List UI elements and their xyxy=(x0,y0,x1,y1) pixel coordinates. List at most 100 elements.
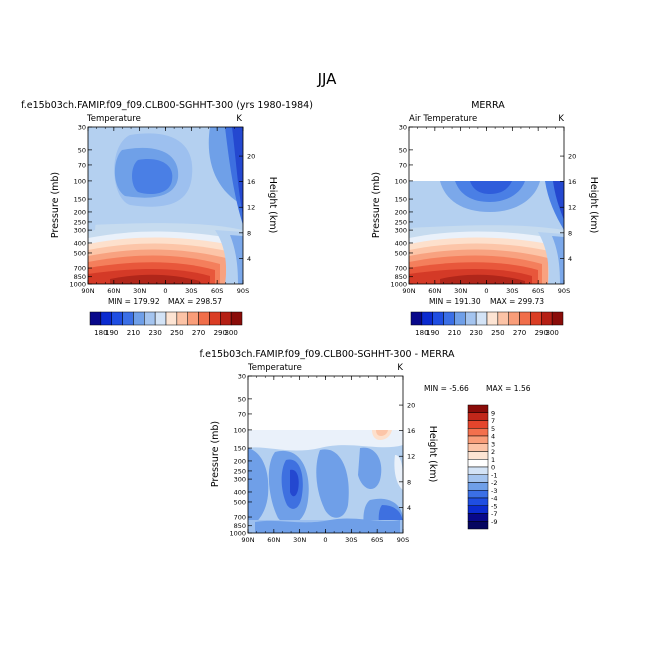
panel-model-lat-label: 30S xyxy=(185,287,197,295)
panel-merra-colorbar-swatch xyxy=(519,311,531,326)
panel-merra-variable: Air Temperature xyxy=(409,114,477,124)
panel-model-lat-label: 30N xyxy=(133,287,146,295)
panel-model-colorbar-swatch xyxy=(176,311,188,326)
panel-merra-htick-label: 4 xyxy=(568,255,572,263)
panel-difference-colorbar-label: 5 xyxy=(491,425,495,433)
panel-difference-lat-label: 0 xyxy=(323,536,327,544)
panel-merra-lat-label: 90S xyxy=(558,287,570,295)
panel-merra-colorbar-swatch xyxy=(421,311,433,326)
panel-merra-title: MERRA xyxy=(471,100,505,111)
panel-merra-htick-label: 16 xyxy=(568,178,576,186)
panel-model-ptick-label: 400 xyxy=(74,239,86,247)
panel-model-colorbar-swatch xyxy=(111,311,123,326)
panel-merra-max: MAX = 299.73 xyxy=(490,297,544,306)
panel-merra-ptick-label: 70 xyxy=(399,161,407,169)
panel-difference-htick-label: 20 xyxy=(407,402,415,410)
panel-merra-lat-label: 30N xyxy=(454,287,467,295)
panel-difference-colorbar-label: -3 xyxy=(491,487,497,495)
panel-model-colorbar-label: 300 xyxy=(224,329,237,337)
panel-difference-colorbar-label: 3 xyxy=(491,440,495,448)
panel-merra-ptick-label: 500 xyxy=(395,249,407,257)
panel-merra-colorbar-label: 250 xyxy=(491,329,504,337)
panel-model-lat-label: 60N xyxy=(107,287,120,295)
panel-merra-colorbar-swatch xyxy=(541,311,553,326)
panel-model-ptick-label: 30 xyxy=(78,124,86,132)
panel-difference-colorbar-label: 7 xyxy=(491,417,495,425)
panel-merra-colorbar-swatch xyxy=(551,311,564,326)
panel-difference-ptick-label: 200 xyxy=(234,457,246,465)
panel-model-ptick-label: 300 xyxy=(74,227,86,235)
panel-difference-title: f.e15b03ch.FAMIP.f09_f09.CLB00-SGHHT-300… xyxy=(199,349,455,360)
panel-difference-colorbar-label: -1 xyxy=(491,471,497,479)
panel-model-min: MIN = 179.92 xyxy=(108,297,160,306)
panel-merra-ptick-label: 200 xyxy=(395,208,407,216)
panel-difference-ptick-label: 300 xyxy=(234,476,246,484)
panel-difference-ptick-label: 150 xyxy=(234,445,246,453)
panel-difference-colorbar-swatch xyxy=(467,521,489,530)
panel-model-ptick-label: 200 xyxy=(74,208,86,216)
panel-merra-ptick-label: 100 xyxy=(395,177,407,185)
panel-merra-colorbar-swatch xyxy=(497,311,509,326)
panel-model-colorbar-label: 190 xyxy=(105,329,118,337)
panel-merra-lat-label: 60N xyxy=(428,287,441,295)
panel-model-units: K xyxy=(236,114,242,124)
panel-model-colorbar-swatch xyxy=(165,311,178,326)
panel-model-ptick-label: 70 xyxy=(78,161,86,169)
panel-difference-field xyxy=(248,430,403,533)
panel-model-ylabel: Pressure (mb) xyxy=(50,172,61,238)
panel-model-colorbar-label: 180 xyxy=(94,329,107,337)
panel-difference-ptick-label: 500 xyxy=(234,498,246,506)
panel-difference-y2label: Height (km) xyxy=(427,426,438,483)
panel-merra-colorbar-swatch xyxy=(432,311,444,326)
panel-model-colorbar-label: 210 xyxy=(127,329,140,337)
panel-merra-ptick-label: 1000 xyxy=(390,281,407,289)
panel-model-colorbar-swatch xyxy=(122,311,134,326)
panel-difference-lat-label: 30S xyxy=(345,536,357,544)
panel-model-colorbar-label: 250 xyxy=(170,329,183,337)
panel-merra-ylabel: Pressure (mb) xyxy=(371,172,382,238)
panel-merra-ptick-label: 50 xyxy=(399,146,407,154)
panel-difference-lat-label: 90S xyxy=(397,536,409,544)
panel-model-htick-label: 12 xyxy=(247,204,255,212)
panel-merra-colorbar-label: 210 xyxy=(448,329,461,337)
panel-merra: MERRA Air Temperature K Pressure (mb) xyxy=(371,100,599,337)
panel-merra-colorbar-label: 230 xyxy=(469,329,482,337)
panel-model-colorbar-swatch xyxy=(154,311,167,326)
panel-model: f.e15b03ch.FAMIP.f09_f09.CLB00-SGHHT-300… xyxy=(21,100,313,337)
panel-merra-ptick-label: 300 xyxy=(395,227,407,235)
panel-difference-colorbar-label: 2 xyxy=(491,448,495,456)
panel-merra-min: MIN = 191.30 xyxy=(429,297,481,306)
panel-difference-colorbar-swatch xyxy=(467,420,489,429)
panel-model-variable: Temperature xyxy=(86,114,141,124)
panel-model-colorbar-swatch xyxy=(100,311,112,326)
panel-difference-colorbar-swatch xyxy=(467,435,489,444)
panel-model-lat-label: 60S xyxy=(211,287,223,295)
panel-difference-lat-label: 60S xyxy=(371,536,383,544)
panel-merra-ptick-label: 250 xyxy=(395,218,407,226)
panel-difference-colorbar-swatch xyxy=(467,466,489,475)
panel-model-colorbar-swatch xyxy=(209,311,221,326)
panel-difference-htick-label: 8 xyxy=(407,478,411,486)
panel-difference-colorbar-label: -2 xyxy=(491,479,497,487)
panel-difference-ptick-label: 1000 xyxy=(229,530,246,538)
panel-model-htick-label: 20 xyxy=(247,153,255,161)
panel-model-lat-label: 90S xyxy=(237,287,249,295)
panel-merra-colorbar-label: 180 xyxy=(415,329,428,337)
panel-difference-lat-label: 90N xyxy=(241,536,254,544)
panel-difference-colorbar-label: 4 xyxy=(491,433,495,441)
panel-merra-lat-label: 0 xyxy=(484,287,488,295)
panel-difference-colorbar-swatch xyxy=(467,412,489,421)
panel-merra-ptick-label: 400 xyxy=(395,239,407,247)
panel-difference-colorbar-swatch xyxy=(467,404,489,413)
panel-difference-units: K xyxy=(397,363,403,373)
panel-difference-ylabel: Pressure (mb) xyxy=(210,421,221,487)
panel-difference-colorbar-label: -4 xyxy=(491,495,497,503)
panel-model-colorbar-label: 290 xyxy=(214,329,227,337)
panel-difference-ptick-label: 30 xyxy=(238,373,246,381)
panel-difference-max: MAX = 1.56 xyxy=(486,384,531,393)
